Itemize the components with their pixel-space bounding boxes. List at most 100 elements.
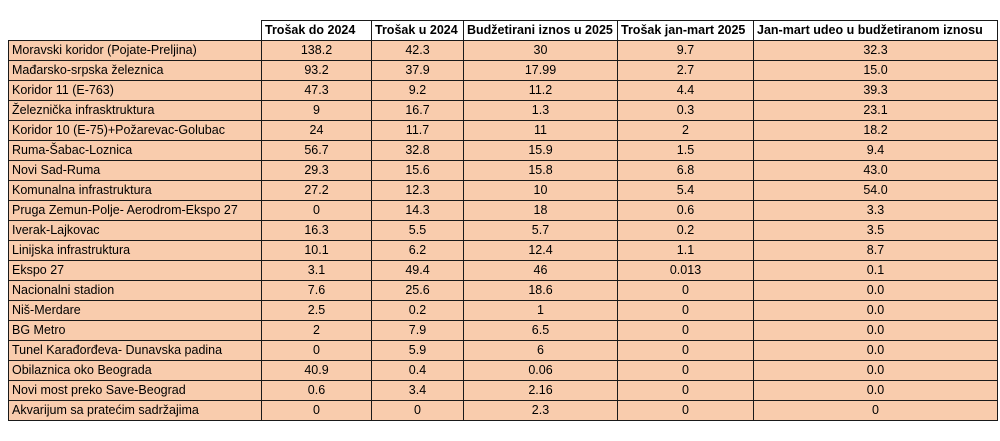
- value-cell: 9.2: [371, 80, 464, 101]
- table-row: Niš-Merdare 2.5 0.2 1 0 0.0: [8, 300, 998, 321]
- value-cell: 40.9: [261, 360, 372, 381]
- value-cell: 9: [261, 100, 372, 121]
- value-cell: 0.0: [753, 280, 998, 301]
- value-cell: 0.0: [753, 380, 998, 401]
- row-label-cell: Novi most preko Save-Beograd: [8, 380, 262, 401]
- value-cell: 6: [463, 340, 618, 361]
- row-label-cell: Ruma-Šabac-Loznica: [8, 140, 262, 161]
- budget-table: Trošak do 2024 Trošak u 2024 Budžetirani i…: [8, 20, 998, 421]
- value-cell: 11: [463, 120, 618, 141]
- value-cell: 5.9: [371, 340, 464, 361]
- value-cell: 3.4: [371, 380, 464, 401]
- value-cell: 14.3: [371, 200, 464, 221]
- row-label-cell: Komunalna infrastruktura: [8, 180, 262, 201]
- row-label-cell: Novi Sad-Ruma: [8, 160, 262, 181]
- row-label-cell: BG Metro: [8, 320, 262, 341]
- table-row: Moravski koridor (Pojate-Preljina) 138.2 4…: [8, 40, 998, 61]
- value-cell: 16.3: [261, 220, 372, 241]
- row-label-cell: Železnička infrasktruktura: [8, 100, 262, 121]
- value-cell: 10: [463, 180, 618, 201]
- value-cell: 0: [617, 320, 754, 341]
- table-row: Nacionalni stadion 7.6 25.6 18.6 0 0.0: [8, 280, 998, 301]
- row-label-cell: Pruga Zemun-Polje- Aerodrom-Ekspo 27: [8, 200, 262, 221]
- value-cell: 6.8: [617, 160, 754, 181]
- value-cell: 18.2: [753, 120, 998, 141]
- value-cell: 0: [617, 280, 754, 301]
- table-row: Komunalna infrastruktura 27.2 12.3 10 5.4 54.…: [8, 180, 998, 201]
- value-cell: 0.4: [371, 360, 464, 381]
- value-cell: 0.013: [617, 260, 754, 281]
- value-cell: 39.3: [753, 80, 998, 101]
- value-cell: 0.1: [753, 260, 998, 281]
- value-cell: 17.99: [463, 60, 618, 81]
- table-row: Ruma-Šabac-Loznica 56.7 32.8 15.9 1.5 9.4: [8, 140, 998, 161]
- table-row: Linijska infrastruktura 10.1 6.2 12.4 1.1 8.7: [8, 240, 998, 261]
- value-cell: 15.0: [753, 60, 998, 81]
- value-cell: 2.16: [463, 380, 618, 401]
- row-label-cell: Iverak-Lajkovac: [8, 220, 262, 241]
- row-label-cell: Linijska infrastruktura: [8, 240, 262, 261]
- value-cell: 0.0: [753, 320, 998, 341]
- table-row: Novi Sad-Ruma 29.3 15.6 15.8 6.8 43.0: [8, 160, 998, 181]
- value-cell: 30: [463, 40, 618, 61]
- row-label-cell: Akvarijum sa pratećim sadržajima: [8, 400, 262, 421]
- row-label-cell: Koridor 10 (E-75)+Požarevac-Golubac: [8, 120, 262, 141]
- row-label-cell: Moravski koridor (Pojate-Preljina): [8, 40, 262, 61]
- value-cell: 5.7: [463, 220, 618, 241]
- value-cell: 27.2: [261, 180, 372, 201]
- value-cell: 0: [371, 400, 464, 421]
- table-row: Železnička infrasktruktura 9 16.7 1.3 0.3 23.…: [8, 100, 998, 121]
- value-cell: 6.5: [463, 320, 618, 341]
- value-cell: 0.2: [617, 220, 754, 241]
- value-cell: 15.6: [371, 160, 464, 181]
- value-cell: 9.7: [617, 40, 754, 61]
- column-header: Trošak do 2024: [261, 20, 372, 41]
- table-row: Obilaznica oko Beograda 40.9 0.4 0.06 0 0.0: [8, 360, 998, 381]
- value-cell: 0.0: [753, 340, 998, 361]
- value-cell: 32.8: [371, 140, 464, 161]
- value-cell: 47.3: [261, 80, 372, 101]
- value-cell: 11.2: [463, 80, 618, 101]
- table-row: BG Metro 2 7.9 6.5 0 0.0: [8, 320, 998, 341]
- value-cell: 11.7: [371, 120, 464, 141]
- table-row: Akvarijum sa pratećim sadržajima 0 0 2.3 0 0: [8, 400, 998, 421]
- value-cell: 7.6: [261, 280, 372, 301]
- value-cell: 1: [463, 300, 618, 321]
- value-cell: 0: [261, 200, 372, 221]
- value-cell: 18: [463, 200, 618, 221]
- column-header: Trošak jan-mart 2025: [617, 20, 754, 41]
- table-row: Novi most preko Save-Beograd 0.6 3.4 2.16 0 0…: [8, 380, 998, 401]
- value-cell: 16.7: [371, 100, 464, 121]
- value-cell: 0: [617, 340, 754, 361]
- value-cell: 8.7: [753, 240, 998, 261]
- value-cell: 0.2: [371, 300, 464, 321]
- value-cell: 7.9: [371, 320, 464, 341]
- row-label-cell: Nacionalni stadion: [8, 280, 262, 301]
- value-cell: 0: [261, 340, 372, 361]
- value-cell: 3.1: [261, 260, 372, 281]
- data-table-container: Trošak do 2024 Trošak u 2024 Budžetirani i…: [8, 20, 998, 421]
- value-cell: 3.5: [753, 220, 998, 241]
- value-cell: 49.4: [371, 260, 464, 281]
- row-label-cell: Mađarsko-srpska železnica: [8, 60, 262, 81]
- value-cell: 0: [617, 360, 754, 381]
- value-cell: 0.6: [617, 200, 754, 221]
- value-cell: 24: [261, 120, 372, 141]
- column-header: Jan-mart udeo u budžetiranom iznosu: [753, 20, 998, 41]
- value-cell: 0.06: [463, 360, 618, 381]
- row-label-cell: Koridor 11 (E-763): [8, 80, 262, 101]
- value-cell: 1.1: [617, 240, 754, 261]
- value-cell: 3.3: [753, 200, 998, 221]
- value-cell: 0: [753, 400, 998, 421]
- value-cell: 1.3: [463, 100, 618, 121]
- table-row: Ekspo 27 3.1 49.4 46 0.013 0.1: [8, 260, 998, 281]
- column-header: Budžetirani iznos u 2025: [463, 20, 618, 41]
- row-label-cell: Obilaznica oko Beograda: [8, 360, 262, 381]
- value-cell: 42.3: [371, 40, 464, 61]
- value-cell: 138.2: [261, 40, 372, 61]
- value-cell: 2: [617, 120, 754, 141]
- value-cell: 12.3: [371, 180, 464, 201]
- value-cell: 43.0: [753, 160, 998, 181]
- value-cell: 2.3: [463, 400, 618, 421]
- value-cell: 0.0: [753, 300, 998, 321]
